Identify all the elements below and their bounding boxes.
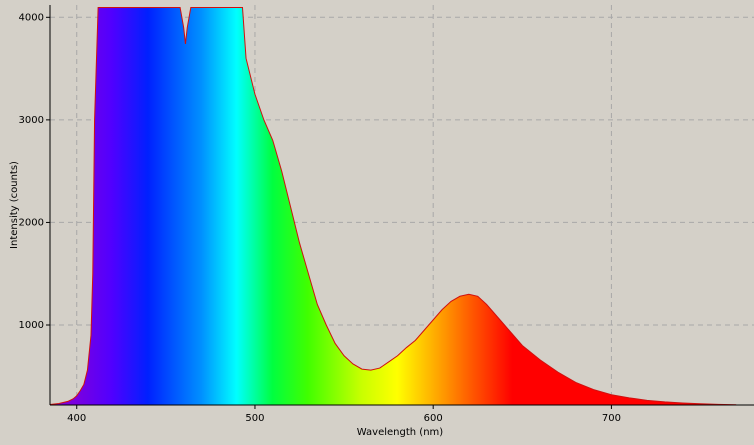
x-tick-label: 500	[245, 413, 264, 424]
area-fill	[50, 7, 737, 406]
x-tick-label: 600	[424, 413, 443, 424]
x-axis-title: Wavelength (nm)	[357, 427, 443, 438]
y-tick-label: 3000	[19, 115, 44, 126]
line	[49, 7, 737, 406]
y-tick-label: 2000	[19, 217, 44, 228]
y-axis-title: Intensity (counts)	[9, 161, 20, 249]
y-tick-label: 1000	[19, 320, 44, 331]
x-tick-label: 700	[602, 413, 621, 424]
y-tick-label: 4000	[19, 12, 44, 23]
x-tick-label: 400	[67, 413, 86, 424]
plot	[49, 7, 737, 406]
